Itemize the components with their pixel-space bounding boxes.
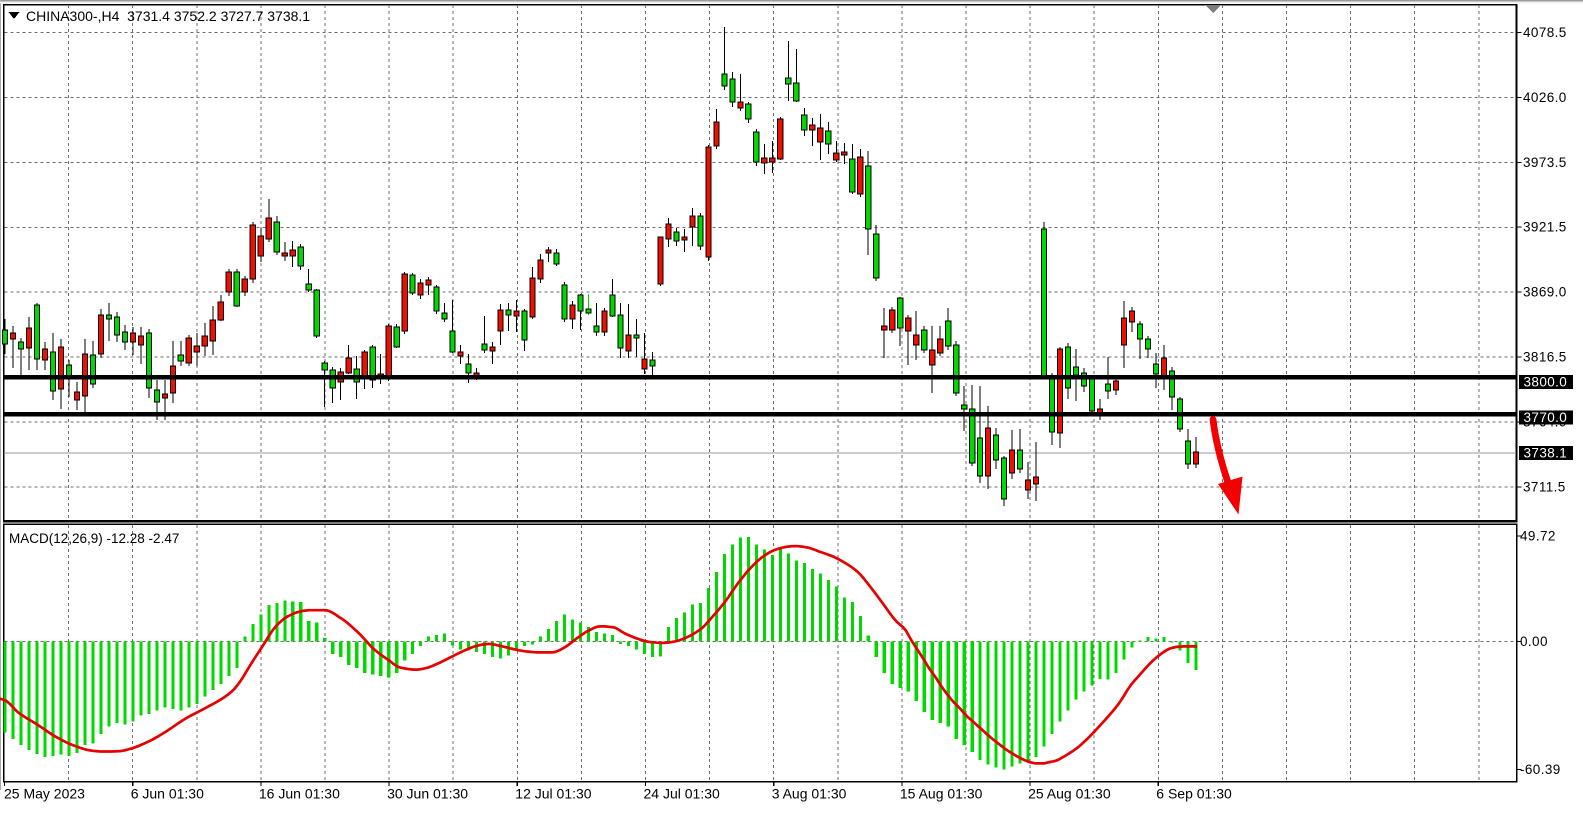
svg-text:6 Jun 01:30: 6 Jun 01:30 bbox=[131, 786, 204, 802]
svg-text:12 Jul 01:30: 12 Jul 01:30 bbox=[515, 786, 591, 802]
svg-text:6 Sep 01:30: 6 Sep 01:30 bbox=[1156, 786, 1232, 802]
svg-text:25 May 2023: 25 May 2023 bbox=[4, 786, 85, 802]
svg-text:3 Aug 01:30: 3 Aug 01:30 bbox=[772, 786, 847, 802]
svg-text:15 Aug 01:30: 15 Aug 01:30 bbox=[900, 786, 983, 802]
svg-text:CHINA300-,H4 3731.4 3752.2 37: CHINA300-,H4 3731.4 3752.2 3727.7 3738.1 bbox=[26, 8, 310, 24]
svg-text:4026.0: 4026.0 bbox=[1523, 90, 1567, 105]
svg-text:3816.5: 3816.5 bbox=[1523, 350, 1567, 365]
svg-text:49.72: 49.72 bbox=[1520, 529, 1556, 544]
svg-text:-60.39: -60.39 bbox=[1520, 762, 1561, 777]
svg-text:0.00: 0.00 bbox=[1520, 634, 1548, 649]
svg-text:3973.5: 3973.5 bbox=[1523, 155, 1567, 170]
svg-text:30 Jun 01:30: 30 Jun 01:30 bbox=[387, 786, 468, 802]
svg-text:MACD(12,26,9) -12.28 -2.47: MACD(12,26,9) -12.28 -2.47 bbox=[9, 531, 179, 546]
svg-text:3869.0: 3869.0 bbox=[1523, 285, 1567, 300]
svg-text:3770.0: 3770.0 bbox=[1524, 410, 1568, 425]
svg-text:3800.0: 3800.0 bbox=[1524, 375, 1568, 390]
svg-text:3711.5: 3711.5 bbox=[1523, 480, 1566, 495]
svg-text:4078.5: 4078.5 bbox=[1523, 25, 1567, 40]
svg-text:3738.1: 3738.1 bbox=[1524, 446, 1568, 461]
svg-text:16 Jun 01:30: 16 Jun 01:30 bbox=[259, 786, 340, 802]
svg-text:24 Jul 01:30: 24 Jul 01:30 bbox=[644, 786, 720, 802]
svg-text:3921.5: 3921.5 bbox=[1523, 220, 1567, 235]
svg-text:25 Aug 01:30: 25 Aug 01:30 bbox=[1028, 786, 1111, 802]
